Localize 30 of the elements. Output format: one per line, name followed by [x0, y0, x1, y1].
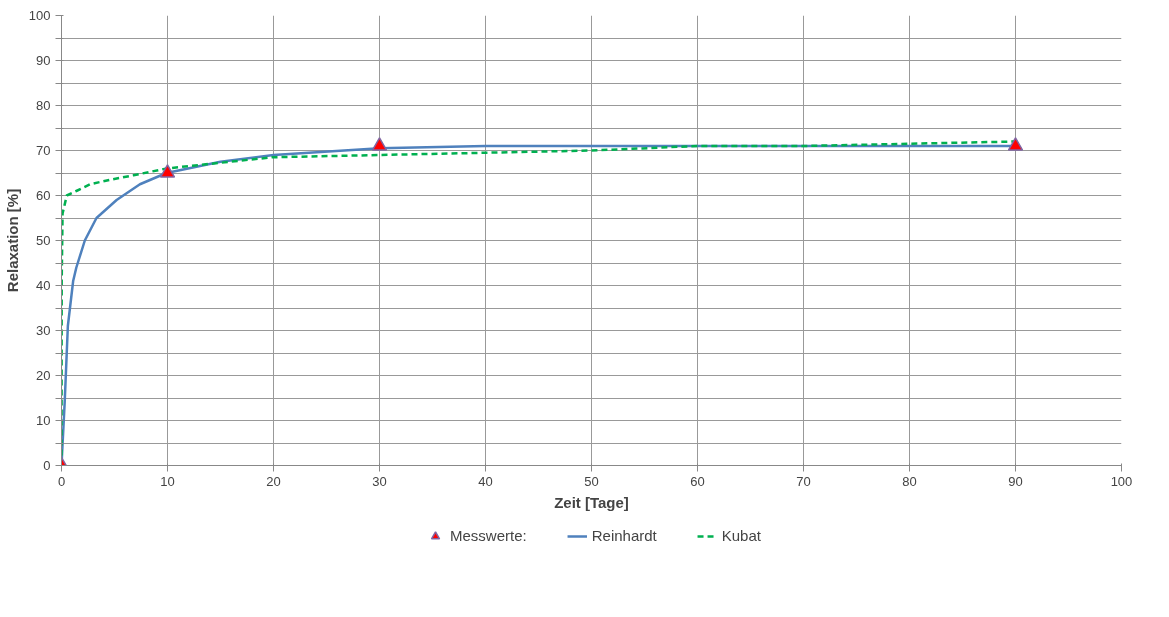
- legend-label: Reinhardt: [591, 527, 657, 544]
- x-tick-label: 60: [690, 473, 705, 489]
- y-tick-label: 80: [36, 98, 51, 113]
- x-tick-label: 50: [584, 473, 599, 489]
- y-tick-label: 100: [28, 8, 51, 23]
- x-tick-label: 30: [372, 473, 387, 489]
- y-axis-title: Relaxation [%]: [3, 188, 21, 293]
- x-tick-label: 40: [478, 473, 493, 489]
- x-tick-label: 90: [1008, 473, 1023, 489]
- y-tick-label: 30: [36, 323, 51, 338]
- x-tick-label: 100: [1110, 473, 1133, 489]
- y-tick-label: 90: [36, 53, 51, 68]
- y-tick-label: 0: [43, 458, 51, 473]
- x-tick-label: 70: [796, 473, 811, 489]
- x-tick-label: 80: [902, 473, 917, 489]
- x-tick-label: 0: [57, 473, 66, 489]
- y-tick-label: 10: [36, 413, 51, 428]
- y-tick-label: 40: [36, 278, 51, 293]
- y-tick-label: 60: [36, 188, 51, 203]
- y-tick-label: 50: [36, 233, 51, 248]
- point: [159, 164, 176, 178]
- point: [1007, 137, 1024, 151]
- y-tick-label: 20: [36, 368, 51, 383]
- legend-label: Kubat: [721, 527, 761, 544]
- point: [371, 137, 388, 151]
- x-tick-label: 10: [160, 473, 175, 489]
- y-tick-label: 70: [36, 143, 51, 158]
- legend-label: Messwerte:: [450, 527, 527, 544]
- x-tick-label: 20: [266, 473, 281, 489]
- x-axis-title: Zeit [Tage]: [554, 493, 629, 511]
